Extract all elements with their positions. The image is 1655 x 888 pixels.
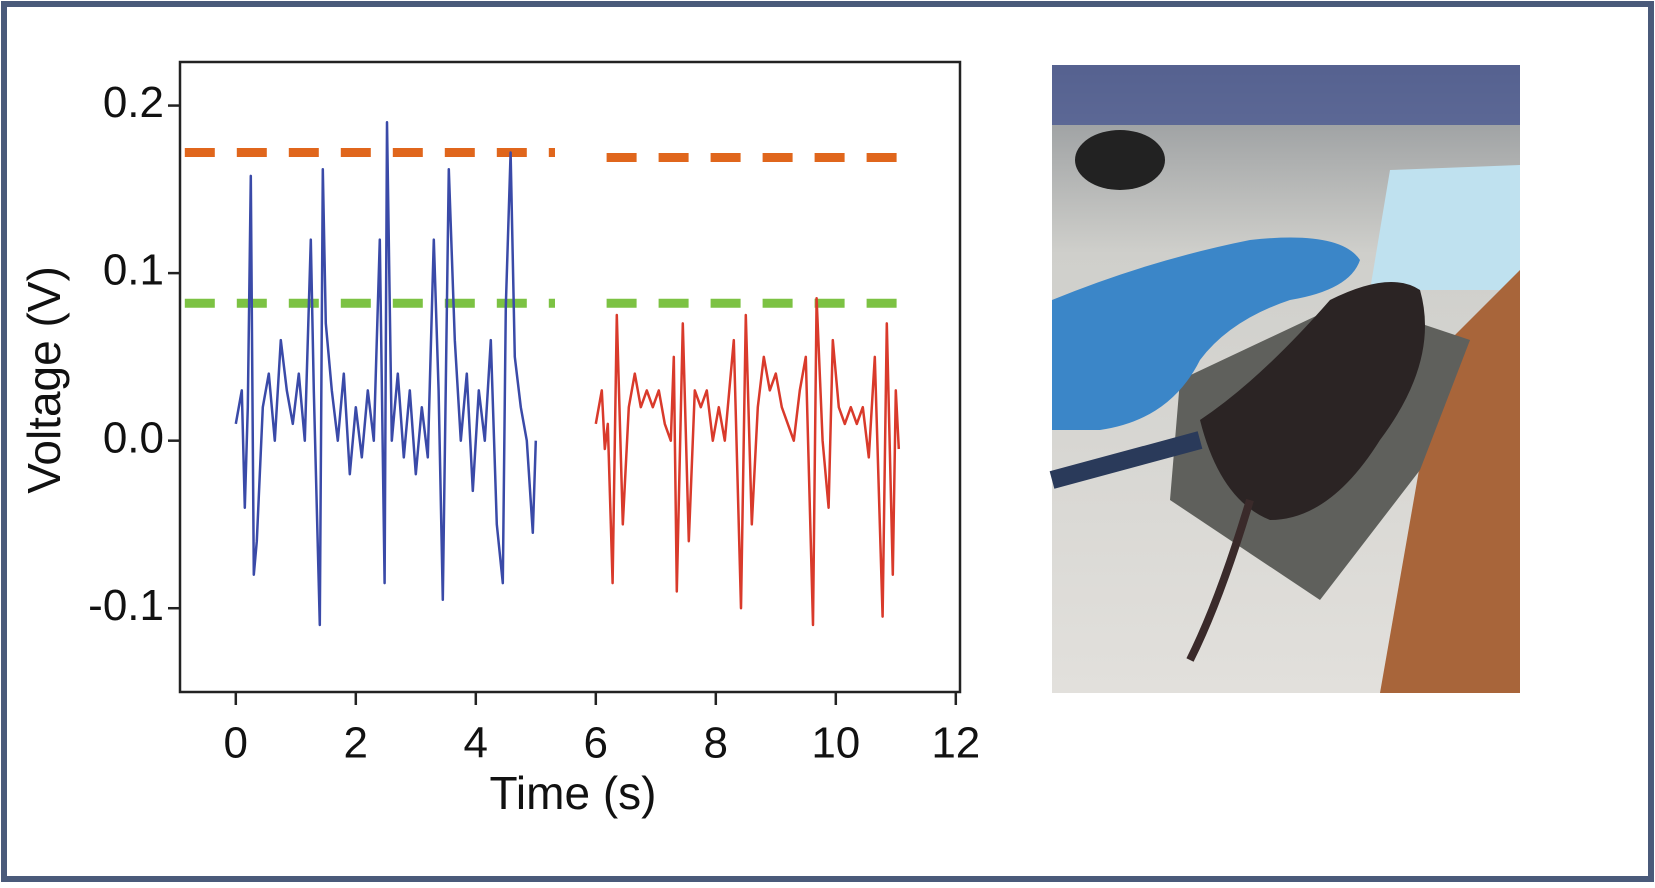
x-tick-label: 10 (811, 719, 860, 768)
photo-probe (1049, 431, 1203, 489)
y-tick-label: 0.0 (103, 413, 164, 462)
plot-area (178, 60, 962, 694)
data-line (234, 121, 538, 627)
x-tick-label: 0 (224, 719, 248, 768)
photo-card (1370, 165, 1520, 290)
photo-desk (1380, 270, 1520, 693)
photo (1049, 65, 1520, 693)
photo-tail (1186, 498, 1254, 662)
y-tick-label: 0.1 (103, 246, 164, 295)
y-tick-label: -0.1 (88, 581, 164, 630)
data-line (594, 297, 901, 627)
x-tick-label: 8 (704, 719, 728, 768)
photo-glove (1052, 237, 1360, 430)
x-tick-label: 2 (344, 719, 368, 768)
photo-wall (1052, 65, 1520, 125)
photo-stool (1075, 130, 1165, 190)
x-tick-label: 12 (931, 719, 980, 768)
x-tick-label: 4 (464, 719, 488, 768)
x-tick-label: 6 (584, 719, 608, 768)
y-axis-title: Voltage (V) (18, 266, 70, 494)
x-axis-title: Time (s) (490, 767, 657, 819)
photo-mouse (1200, 282, 1425, 520)
y-tick-label: 0.2 (103, 78, 164, 127)
